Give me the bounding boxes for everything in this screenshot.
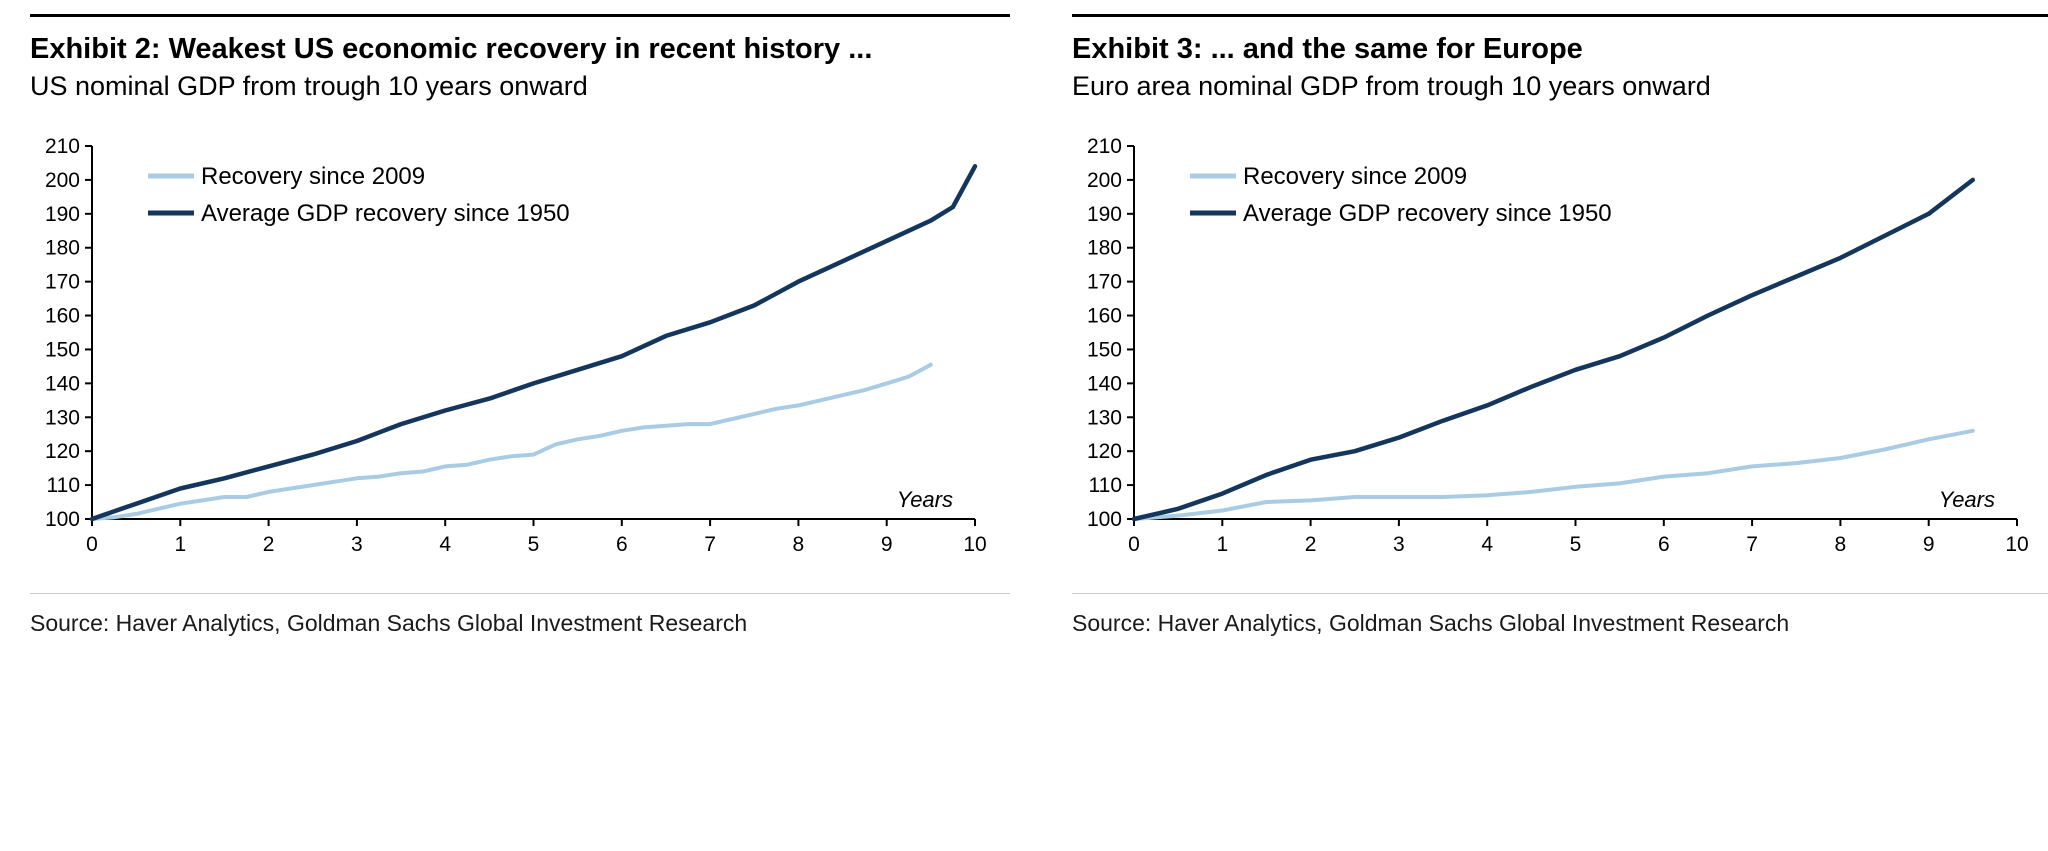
exhibit-subtitle: US nominal GDP from trough 10 years onwa… (30, 71, 588, 102)
source-divider (1072, 593, 2048, 595)
report-figures-row: Exhibit 2: Weakest US economic recovery … (30, 14, 2048, 637)
y-tick-label: 130 (1087, 407, 1122, 430)
x-tick-label: 1 (174, 533, 186, 556)
line-chart-euro-gdp: 100 110 120 130 140 150 160 170 180 190 200 210 0 1 2 3… (1087, 135, 2029, 556)
y-tick-label: 200 (1087, 169, 1122, 192)
y-tick-label: 100 (45, 508, 80, 531)
exhibit-2-panel: Exhibit 2: Weakest US economic recovery … (30, 14, 1010, 637)
x-tick-label: 4 (439, 533, 451, 556)
panel-top-rule (30, 14, 1010, 17)
x-tick-label: 9 (1923, 533, 1935, 556)
source-divider (30, 593, 1010, 595)
line-chart-us-gdp: 100 110 120 130 140 150 160 170 180 190 200 210 0 1 2 3… (45, 135, 987, 556)
y-tick-label: 120 (45, 440, 80, 463)
x-tick-label: 6 (1658, 533, 1670, 556)
x-axis-label: Years (1939, 487, 1995, 512)
y-tick-label: 190 (45, 203, 80, 226)
exhibit-title: Exhibit 2: Weakest US economic recovery … (30, 33, 873, 65)
x-tick-label: 6 (616, 533, 628, 556)
chart-area: 100 110 120 130 140 150 160 170 180 190 200 210 0 1 2 3… (30, 130, 1010, 567)
y-tick-label: 210 (45, 135, 80, 158)
y-tick-label: 160 (1087, 305, 1122, 328)
x-tick-label: 5 (528, 533, 540, 556)
y-tick-label: 140 (45, 373, 80, 396)
legend-label-0: Recovery since 2009 (1243, 163, 1467, 190)
y-tick-label: 200 (45, 169, 80, 192)
x-tick-label: 1 (1216, 533, 1228, 556)
y-tick-label: 150 (45, 339, 80, 362)
legend-label-1: Average GDP recovery since 1950 (201, 200, 570, 227)
x-tick-label: 10 (2005, 533, 2028, 556)
series-line-0 (90, 362, 933, 522)
source-note: Source: Haver Analytics, Goldman Sachs G… (1072, 610, 1790, 637)
x-tick-label: 3 (351, 533, 363, 556)
x-tick-label: 3 (1393, 533, 1405, 556)
x-tick-label: 9 (881, 533, 893, 556)
x-tick-label: 5 (1570, 533, 1582, 556)
legend-label-1: Average GDP recovery since 1950 (1243, 200, 1612, 227)
x-tick-label: 0 (1128, 533, 1140, 556)
exhibit-subtitle: Euro area nominal GDP from trough 10 yea… (1072, 71, 1711, 102)
y-tick-label: 190 (1087, 203, 1122, 226)
y-tick-label: 180 (1087, 237, 1122, 260)
exhibit-title: Exhibit 3: ... and the same for Europe (1072, 33, 1583, 65)
y-tick-label: 110 (47, 474, 80, 497)
y-tick-label: 100 (1087, 508, 1122, 531)
chart-area: 100 110 120 130 140 150 160 170 180 190 200 210 0 1 2 3… (1072, 130, 2048, 567)
legend-label-0: Recovery since 2009 (201, 163, 425, 190)
source-note: Source: Haver Analytics, Goldman Sachs G… (30, 610, 748, 637)
x-axis-label: Years (897, 487, 953, 512)
series-line-1 (1131, 177, 1976, 522)
y-tick-label: 140 (1087, 373, 1122, 396)
exhibit-3-panel: Exhibit 3: ... and the same for Europe E… (1072, 14, 2048, 637)
series-line-1 (89, 164, 978, 522)
x-tick-label: 10 (963, 533, 986, 556)
x-tick-label: 7 (1746, 533, 1758, 556)
panel-top-rule (1072, 14, 2048, 17)
x-tick-label: 7 (704, 533, 716, 556)
y-tick-label: 130 (45, 407, 80, 430)
y-tick-label: 180 (45, 237, 80, 260)
y-tick-label: 170 (45, 271, 80, 294)
x-tick-label: 2 (263, 533, 275, 556)
x-tick-label: 4 (1481, 533, 1493, 556)
x-tick-label: 8 (1835, 533, 1847, 556)
y-tick-label: 210 (1087, 135, 1122, 158)
x-tick-label: 2 (1305, 533, 1317, 556)
series-line-0 (1132, 429, 1975, 522)
y-tick-label: 110 (1089, 474, 1122, 497)
x-tick-label: 8 (793, 533, 805, 556)
y-tick-label: 120 (1087, 440, 1122, 463)
y-tick-label: 170 (1087, 271, 1122, 294)
y-tick-label: 150 (1087, 339, 1122, 362)
y-tick-label: 160 (45, 305, 80, 328)
x-tick-label: 0 (86, 533, 98, 556)
